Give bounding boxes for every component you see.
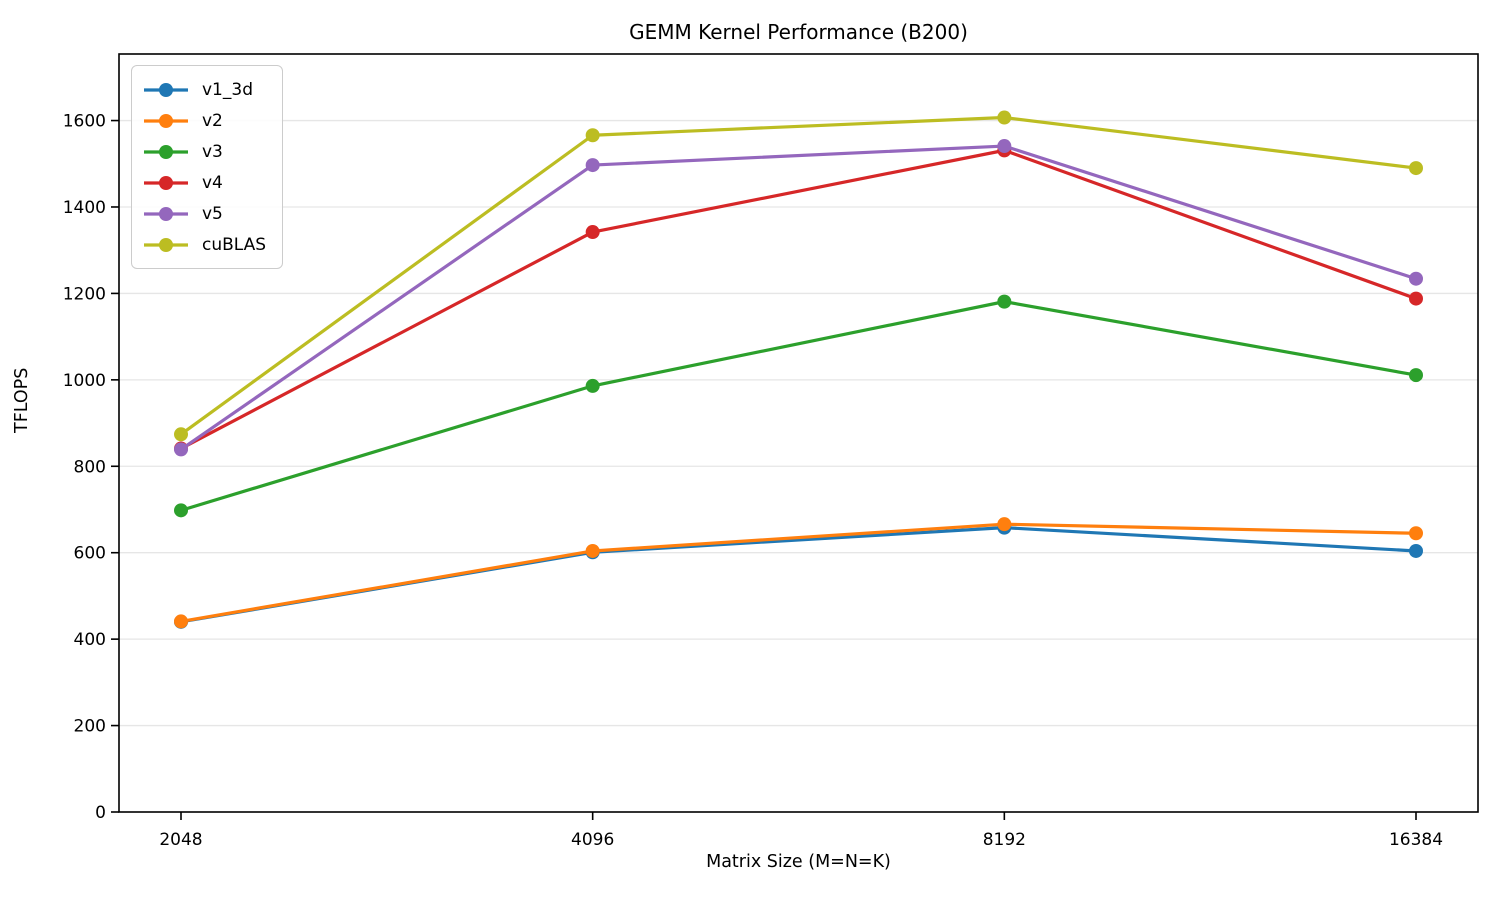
legend: v1_3d v2 v3 v4 v5 cuBLAS [131,65,284,269]
y-tick-label: 1400 [63,198,106,218]
legend-item-v3: v3 [142,136,266,167]
legend-item-v4: v4 [142,167,266,198]
data-point-v3 [997,294,1012,309]
plot-border [118,53,1479,813]
chart-title: GEMM Kernel Performance (B200) [629,20,968,44]
data-point-v2 [585,543,600,558]
series-line-v5 [179,144,1418,452]
data-point-cuBLAS [997,110,1012,125]
y-tick-label: 400 [74,630,106,650]
legend-line-sample-cuBLAS [144,237,188,252]
x-tick-label: 4096 [571,830,614,850]
x-axis-label: Matrix Size (M=N=K) [706,852,891,872]
series-line-cuBLAS [179,115,1418,436]
legend-label: cuBLAS [202,234,267,255]
data-point-cuBLAS [1409,161,1423,176]
data-point-v3 [1409,368,1423,383]
data-point-cuBLAS [585,128,600,143]
legend-label: v1_3d [202,79,253,100]
legend-line-sample-v4 [144,175,188,190]
data-point-v4 [585,225,600,240]
data-point-v1_3d [1409,543,1423,558]
legend-line-sample-v1_3d [144,82,188,97]
legend-sample-marker [159,113,173,128]
y-tick-label: 200 [74,717,106,737]
series-line-v4 [179,148,1418,451]
x-tick-label: 2048 [159,830,202,850]
legend-sample-marker [159,82,173,97]
data-point-v5 [1409,271,1423,286]
y-axis-label: TFLOPS [12,367,32,433]
series-line-v2 [179,522,1418,624]
legend-item-v5: v5 [142,198,266,229]
legend-item-v1_3d: v1_3d [142,74,266,105]
legend-line-sample-v3 [144,144,188,159]
legend-label: v3 [202,141,223,162]
y-tick-label: 800 [74,457,106,477]
legend-line-sample-v2 [144,113,188,128]
x-tick-label: 16384 [1389,830,1443,850]
legend-item-v2: v2 [142,105,266,136]
x-tick-label: 8192 [983,830,1026,850]
data-point-v2 [1409,526,1423,541]
legend-sample-marker [159,175,173,190]
data-point-v2 [997,517,1012,532]
y-tick-label: 1200 [63,284,106,304]
legend-label: v4 [202,172,223,193]
data-point-v4 [1409,291,1423,306]
series-line-v1_3d [179,526,1418,624]
y-tick-label: 600 [74,544,106,564]
data-point-v5 [997,139,1012,154]
legend-item-cuBLAS: cuBLAS [142,229,266,260]
y-tick-label: 1000 [63,371,106,391]
data-point-v5 [174,442,188,457]
legend-label: v2 [202,110,223,131]
data-point-v3 [585,378,600,393]
legend-line-sample-v5 [144,206,188,221]
data-point-cuBLAS [174,427,188,442]
legend-label: v5 [202,203,223,224]
data-point-v3 [174,503,188,518]
series-line-v3 [179,300,1418,512]
data-point-v2 [174,614,188,629]
legend-sample-marker [159,206,173,221]
y-tick-label: 1600 [63,112,106,132]
legend-sample-marker [159,144,173,159]
y-tick-label: 0 [95,803,106,823]
data-point-v5 [585,158,600,173]
legend-sample-marker [159,237,173,252]
